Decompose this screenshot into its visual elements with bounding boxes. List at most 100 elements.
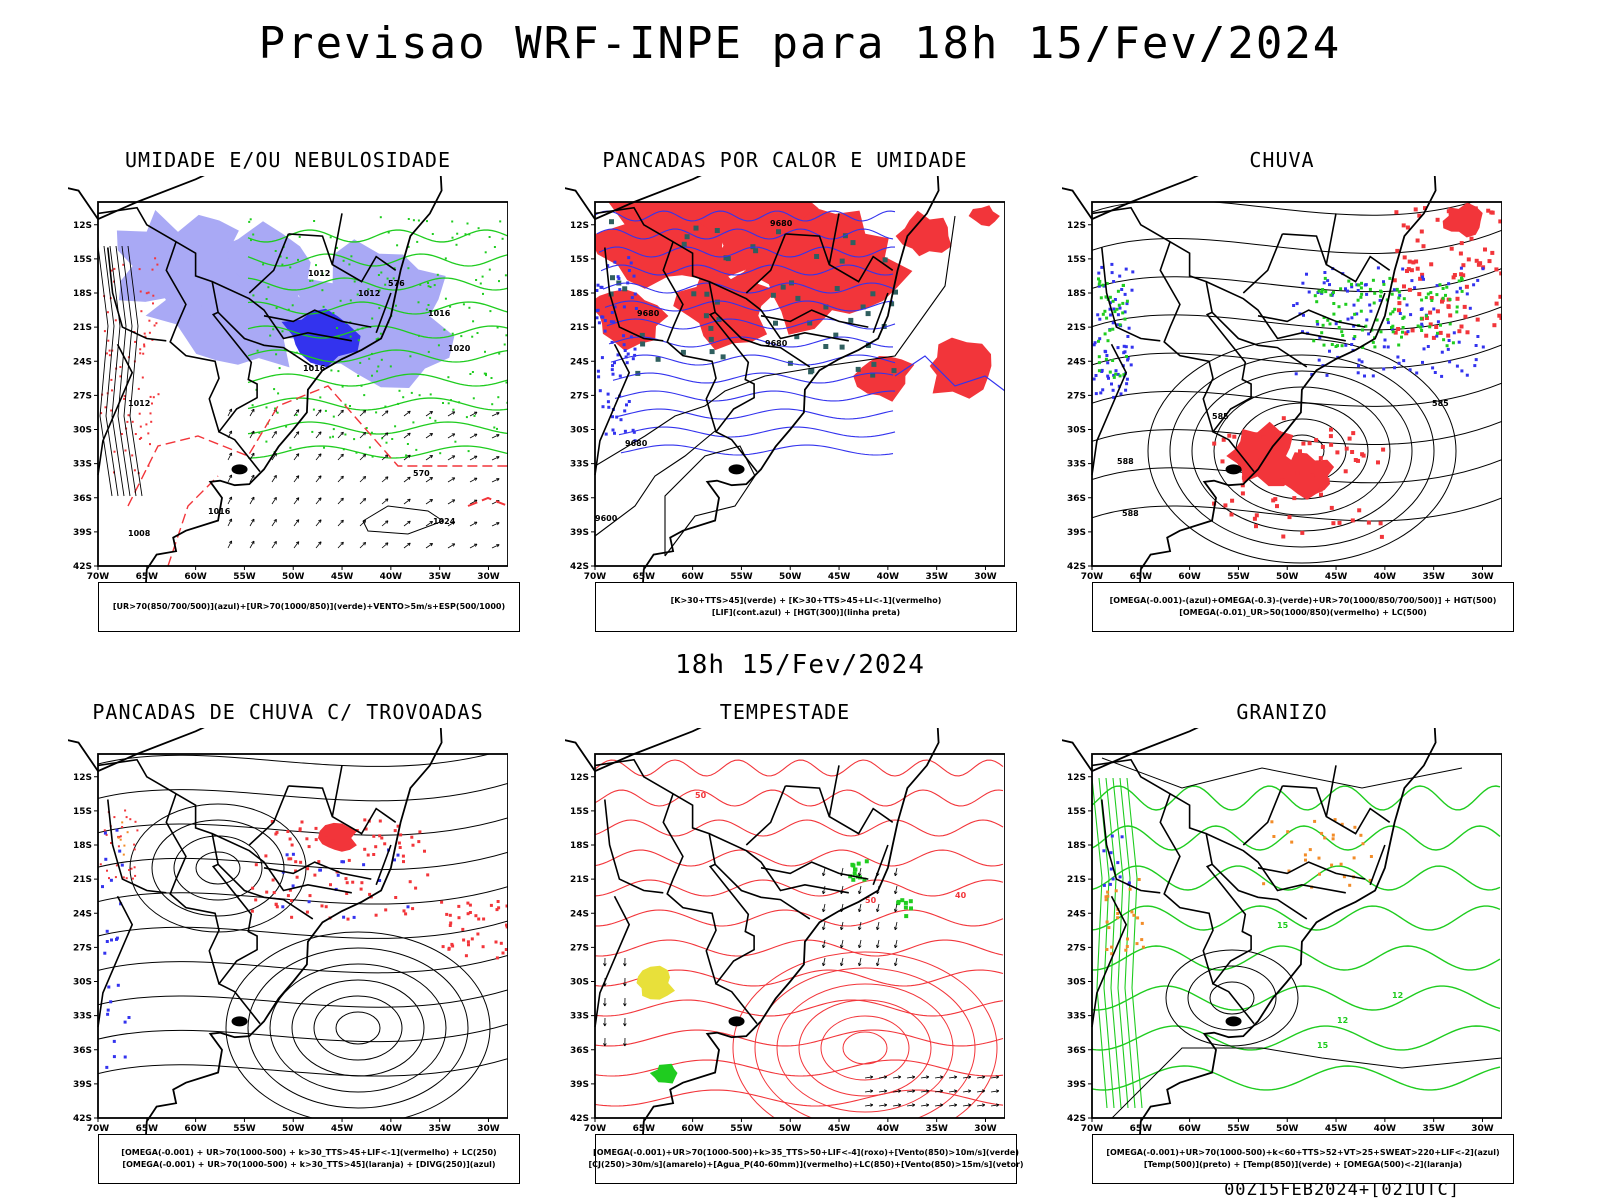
- green-speckle: [339, 299, 342, 302]
- basemap: [565, 176, 940, 592]
- omega-green: [1097, 339, 1100, 343]
- thunder-speckle: [457, 904, 461, 908]
- teal-speckle: [833, 332, 839, 338]
- teal-speckle: [807, 320, 813, 326]
- divergence-blue: [127, 1016, 131, 1019]
- omega-green: [1356, 298, 1360, 302]
- omega-green: [1344, 302, 1348, 306]
- blue-speckle: [610, 368, 614, 372]
- map-frame: [97, 753, 508, 1119]
- green-speckle: [341, 385, 344, 388]
- omega-green: [1371, 278, 1375, 282]
- country-border: [288, 785, 397, 835]
- omega-blue: [1334, 322, 1338, 326]
- wind-vector: [315, 519, 322, 527]
- orange-speckle: [122, 853, 125, 856]
- divergence-blue: [115, 937, 118, 941]
- wind-vector-head: [451, 499, 456, 503]
- green-speckle: [376, 370, 379, 373]
- lon-tick-label: 40W: [1374, 572, 1397, 582]
- omega-blue: [1382, 280, 1385, 284]
- divergence-blue: [105, 929, 109, 933]
- country-border: [708, 832, 849, 894]
- thunder-speckle: [289, 857, 293, 861]
- thunder-speckle: [441, 945, 445, 949]
- wind850-speckle: [900, 898, 905, 903]
- teal-speckle: [608, 291, 614, 297]
- green-speckle: [342, 259, 345, 262]
- omega-green: [1328, 322, 1332, 326]
- rain-speckle: [1318, 456, 1323, 461]
- red-speckle: [144, 335, 147, 338]
- rain-speckle: [1458, 251, 1463, 256]
- omega-blue: [1356, 289, 1360, 292]
- red-speckle: [154, 257, 157, 260]
- omega-blue: [1460, 369, 1464, 373]
- lon-tick-label: 60W: [184, 1124, 207, 1134]
- omega-blue: [1474, 344, 1478, 347]
- omega-blue: [1130, 345, 1134, 349]
- wind-vector: [249, 430, 255, 439]
- legend-line-2: [OMEGA(-0.01)_UR>50(1000/850)(vermelho) …: [1179, 608, 1427, 617]
- omega-green: [1326, 318, 1330, 322]
- rain-speckle: [1414, 259, 1419, 264]
- green-speckle: [475, 279, 478, 281]
- green-speckle: [375, 338, 378, 341]
- lat-tick-label: 12S: [73, 221, 92, 231]
- thunder-speckle: [325, 836, 328, 840]
- low-level-humidity-contour: [247, 397, 508, 411]
- omega-blue: [1111, 321, 1115, 325]
- rain-speckle: [1298, 449, 1302, 454]
- lc850-ring: [754, 967, 976, 1118]
- wind-vector-head: [967, 1103, 972, 1107]
- lon-tick-label: 70W: [584, 572, 607, 582]
- green-speckle: [483, 372, 486, 375]
- streamline: [98, 1023, 508, 1043]
- omega500-orange: [1107, 926, 1111, 930]
- contour-label: 15: [1317, 1041, 1329, 1050]
- divergence-blue: [101, 885, 104, 889]
- omega-green: [1393, 307, 1397, 311]
- omega-green: [1122, 373, 1126, 377]
- lat-tick-label: 12S: [1067, 773, 1086, 783]
- wind-vector-head: [451, 433, 456, 437]
- omega-green: [1098, 279, 1102, 283]
- omega-green: [1372, 301, 1376, 305]
- thunder-speckle: [324, 905, 328, 909]
- rain-speckle: [1301, 441, 1306, 446]
- lat-tick-label: 21S: [570, 875, 589, 885]
- basemap: [1062, 728, 1437, 1144]
- teal-speckle: [691, 291, 697, 297]
- wind-vector: [990, 1076, 999, 1079]
- lon-tick-label: 45W: [828, 1124, 851, 1134]
- green-speckle: [322, 305, 325, 308]
- rain-speckle: [1329, 427, 1333, 432]
- omega-green: [1424, 296, 1428, 300]
- blue-speckle: [606, 264, 610, 268]
- wind-vector-head: [858, 926, 862, 931]
- omega-blue: [1392, 288, 1396, 292]
- map-chuva: 58558858858512S15S18S21S24S27S30S33S36S3…: [1062, 176, 1502, 592]
- wind-vector-head: [251, 430, 255, 435]
- blue-speckle: [611, 428, 615, 432]
- wind-vector: [315, 453, 322, 461]
- wind-vector: [447, 499, 456, 505]
- rain-speckle: [1337, 520, 1342, 525]
- panel-title: TEMPESTADE: [719, 700, 851, 724]
- streamline: [1092, 267, 1502, 293]
- thunder-speckle: [447, 947, 451, 951]
- teal-speckle: [850, 240, 856, 246]
- convective-area: [929, 337, 992, 399]
- thunder-speckle: [308, 894, 312, 898]
- wind-vector-head: [925, 1075, 930, 1079]
- omega-green: [1123, 317, 1127, 321]
- wind-vector: [271, 497, 277, 505]
- wind-vector-head: [251, 496, 255, 501]
- green-speckle: [291, 304, 294, 307]
- streamline: [98, 754, 492, 767]
- thunder-speckle: [394, 896, 398, 899]
- wind-vector: [934, 1104, 943, 1107]
- blue-speckle: [633, 347, 637, 351]
- rain-speckle: [1319, 492, 1323, 497]
- omega-green: [1103, 332, 1107, 336]
